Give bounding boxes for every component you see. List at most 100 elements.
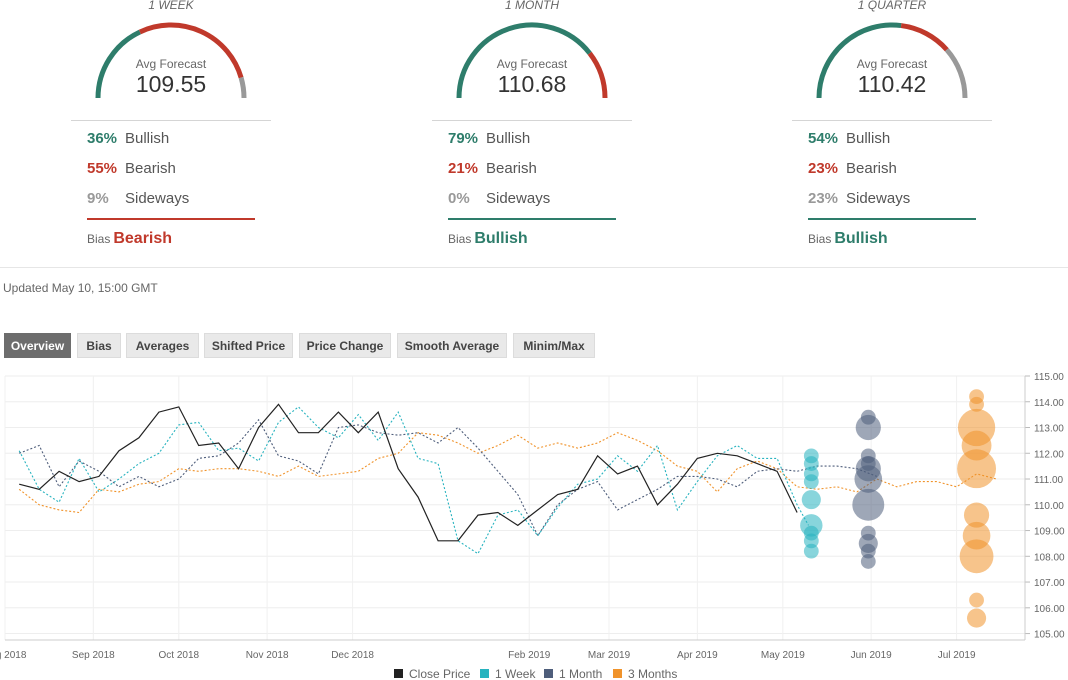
legend-swatch xyxy=(613,669,622,678)
bullish-label: Bullish xyxy=(125,130,170,147)
avg-forecast-label: Avg Forecast xyxy=(135,57,207,71)
sideways-label: Sideways xyxy=(486,190,551,207)
gauge-segment-bearish xyxy=(587,51,608,99)
avg-forecast-value: 109.55 xyxy=(135,71,207,97)
sideways-percent: 0% xyxy=(448,190,470,207)
series-line-3-months xyxy=(18,432,997,514)
y-tick-label: 108.00 xyxy=(1034,552,1065,563)
bias-indicator: Bias Bullish xyxy=(448,230,528,248)
x-tick-label: Mar 2019 xyxy=(588,650,631,661)
bearish-label: Bearish xyxy=(486,160,537,177)
y-tick-label: 107.00 xyxy=(1034,578,1065,589)
sideways-label: Sideways xyxy=(846,190,911,207)
avg-forecast-value: 110.42 xyxy=(857,71,927,97)
forecast-bubble-1-week xyxy=(803,543,819,559)
forecast-bubble-1-month xyxy=(860,543,876,559)
bearish-percent: 21% xyxy=(448,160,479,177)
bias-label: Bias xyxy=(808,232,832,246)
x-tick-label: Dec 2018 xyxy=(331,650,374,661)
gauge-segment-sideways xyxy=(944,48,968,99)
y-tick-label: 105.00 xyxy=(1034,630,1065,641)
x-tick-label: Nov 2018 xyxy=(246,650,289,661)
avg-forecast-label: Avg Forecast xyxy=(496,57,568,71)
bias-label: Bias xyxy=(87,232,111,246)
forecast-gauge xyxy=(95,22,247,99)
forecast-row-bullish: 79% Bullish xyxy=(448,130,618,150)
y-tick-label: 112.00 xyxy=(1034,449,1064,460)
bias-label: Bias xyxy=(448,232,472,246)
x-tick-label: Feb 2019 xyxy=(508,650,551,661)
forecast-bubble-1-month xyxy=(860,554,876,569)
bullish-label: Bullish xyxy=(486,130,531,147)
y-tick-label: 114.00 xyxy=(1034,398,1064,409)
forecast-bubble-1-month xyxy=(855,414,881,441)
tab-averages[interactable]: Averages xyxy=(126,333,199,358)
bullish-percent: 36% xyxy=(87,130,118,147)
forecast-row-bearish: 21% Bearish xyxy=(448,160,618,180)
sideways-percent: 9% xyxy=(87,190,109,207)
y-tick-label: 115.00 xyxy=(1034,372,1064,383)
forecast-row-sideways: 0% Sideways xyxy=(448,190,618,210)
gauge-segment-bullish xyxy=(456,22,592,99)
x-tick-label: Jun 2019 xyxy=(851,650,893,661)
tab-minim-max[interactable]: Minim/Max xyxy=(513,333,595,358)
avg-forecast-label: Avg Forecast xyxy=(856,57,928,71)
x-tick-label: Aug 2018 xyxy=(0,650,27,661)
series-line-1-month xyxy=(19,418,877,537)
bias-value: Bullish xyxy=(474,230,528,247)
gauge-segment-bearish xyxy=(138,22,244,79)
bullish-percent: 54% xyxy=(808,130,839,147)
gauge-segment-bullish xyxy=(816,22,902,99)
forecast-bubble-1-month xyxy=(854,465,883,493)
tab-shifted-price[interactable]: Shifted Price xyxy=(204,333,293,358)
avg-forecast-value: 110.68 xyxy=(497,71,567,97)
sideways-label: Sideways xyxy=(125,190,190,207)
bearish-label: Bearish xyxy=(846,160,897,177)
forecast-row-bullish: 36% Bullish xyxy=(87,130,257,150)
y-tick-label: 110.00 xyxy=(1034,501,1064,512)
tab-price-change[interactable]: Price Change xyxy=(299,333,391,358)
panel-separator xyxy=(432,120,632,121)
gauge-segment-bullish xyxy=(95,29,142,99)
x-tick-label: Apr 2019 xyxy=(677,650,718,661)
gauge-segment-sideways xyxy=(238,76,247,99)
tab-bias[interactable]: Bias xyxy=(77,333,121,358)
panel-separator xyxy=(792,120,992,121)
bias-indicator: Bias Bearish xyxy=(87,230,172,248)
sideways-percent: 23% xyxy=(808,190,839,207)
bias-separator xyxy=(448,218,616,220)
forecast-bubble-1-week xyxy=(803,533,819,549)
forecast-gauge xyxy=(456,22,608,99)
legend-swatch xyxy=(544,669,553,678)
legend-swatch xyxy=(394,669,403,678)
legend-label: 3 Months xyxy=(628,667,677,680)
forecast-row-sideways: 9% Sideways xyxy=(87,190,257,210)
bullish-label: Bullish xyxy=(846,130,891,147)
period-title: 1 MONTH xyxy=(505,0,559,12)
forecast-bubble-3-months xyxy=(959,539,994,574)
forecast-row-sideways: 23% Sideways xyxy=(808,190,978,210)
period-title: 1 QUARTER xyxy=(857,0,927,12)
forecast-bubble-3-months xyxy=(967,608,987,628)
y-tick-label: 106.00 xyxy=(1034,604,1065,615)
legend-swatch xyxy=(480,669,489,678)
bullish-percent: 79% xyxy=(448,130,479,147)
tab-overview[interactable]: Overview xyxy=(4,333,71,358)
bearish-label: Bearish xyxy=(125,160,176,177)
gauge-segment-bearish xyxy=(900,23,949,52)
tab-smooth-average[interactable]: Smooth Average xyxy=(397,333,507,358)
period-title: 1 WEEK xyxy=(148,0,194,12)
section-divider xyxy=(0,267,1068,268)
bias-value: Bullish xyxy=(834,230,888,247)
forecast-bubble-1-week xyxy=(803,456,819,471)
x-tick-label: Sep 2018 xyxy=(72,650,115,661)
x-tick-label: Jul 2019 xyxy=(938,650,976,661)
forecast-gauge xyxy=(816,22,968,99)
bias-indicator: Bias Bullish xyxy=(808,230,888,248)
forecast-bubble-3-months xyxy=(969,592,984,608)
bearish-percent: 55% xyxy=(87,160,118,177)
forecast-row-bearish: 55% Bearish xyxy=(87,160,257,180)
bearish-percent: 23% xyxy=(808,160,839,177)
panel-separator xyxy=(71,120,271,121)
forecast-row-bullish: 54% Bullish xyxy=(808,130,978,150)
